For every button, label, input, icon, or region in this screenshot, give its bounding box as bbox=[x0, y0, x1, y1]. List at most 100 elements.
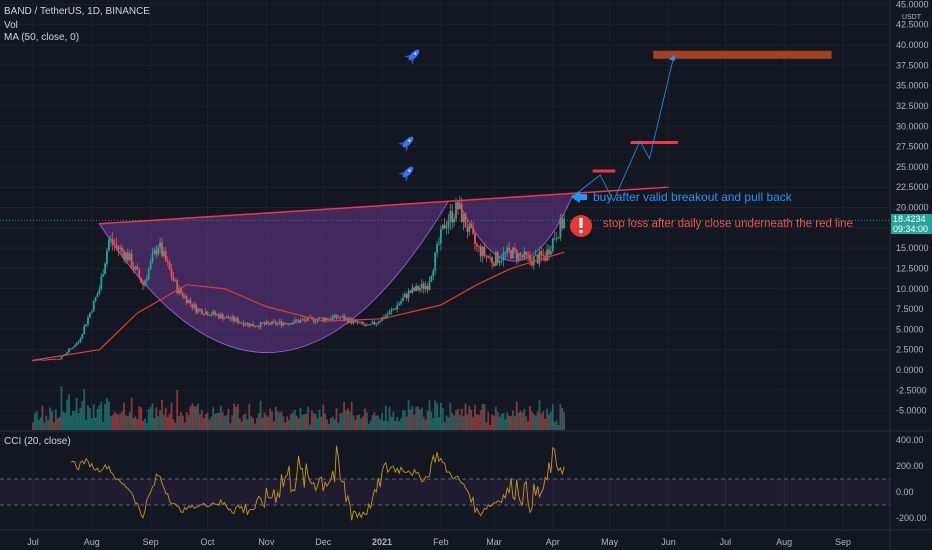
volume-bar bbox=[280, 411, 283, 430]
volume-bar bbox=[504, 419, 507, 430]
candle-body bbox=[81, 334, 84, 339]
candle-body bbox=[185, 296, 188, 304]
volume-bar bbox=[333, 419, 336, 430]
volume-bar bbox=[513, 415, 516, 430]
volume-bar bbox=[136, 419, 139, 430]
volume-bar bbox=[32, 422, 34, 430]
candle-body bbox=[388, 311, 391, 315]
candle-body bbox=[496, 252, 499, 264]
price-tick-label: 35.0000 bbox=[896, 81, 929, 91]
volume-bar bbox=[52, 422, 55, 430]
candle-body bbox=[191, 303, 194, 308]
candle-body bbox=[297, 320, 300, 323]
volume-bar bbox=[149, 407, 152, 430]
volume-bar bbox=[409, 409, 412, 430]
volume-bar bbox=[381, 413, 383, 430]
candle-body bbox=[369, 324, 372, 325]
volume-bar bbox=[58, 416, 61, 430]
candle-body bbox=[430, 276, 433, 282]
candle-body bbox=[35, 359, 38, 361]
candle-body bbox=[563, 218, 566, 229]
volume-bar bbox=[130, 397, 133, 430]
volume-bar bbox=[386, 421, 389, 430]
volume-bar bbox=[364, 408, 366, 430]
candle-body bbox=[512, 247, 514, 259]
volume-bar bbox=[273, 421, 275, 430]
cci-line bbox=[70, 445, 565, 521]
price-tick-label: 25.0000 bbox=[896, 162, 929, 172]
candle-body bbox=[324, 318, 327, 321]
volume-bar bbox=[411, 406, 414, 430]
volume-bar bbox=[121, 411, 124, 430]
candle-body bbox=[33, 360, 36, 362]
volume-bar bbox=[104, 404, 106, 430]
candle-body bbox=[155, 250, 158, 255]
candle-body bbox=[288, 323, 290, 325]
volume-bar bbox=[71, 411, 74, 430]
candle-body bbox=[432, 270, 435, 277]
volume-bar bbox=[216, 412, 218, 430]
candle-body bbox=[318, 317, 321, 320]
volume-bar bbox=[532, 414, 535, 430]
price-tick-label: 10.0000 bbox=[896, 284, 929, 294]
price-tick-label: 2.5000 bbox=[896, 345, 924, 355]
candle-body bbox=[271, 321, 273, 325]
volume-bar bbox=[449, 402, 452, 430]
volume-bar bbox=[436, 403, 438, 430]
candle-body bbox=[32, 360, 34, 362]
candle-body bbox=[458, 203, 461, 210]
volume-bar bbox=[193, 406, 196, 430]
volume-bar bbox=[263, 412, 266, 430]
volume-bar bbox=[405, 416, 408, 430]
volume-bar bbox=[413, 414, 416, 430]
candle-body bbox=[536, 254, 539, 264]
candle-body bbox=[350, 318, 353, 324]
volume-bar bbox=[278, 412, 281, 430]
ma50-line bbox=[32, 251, 565, 361]
volume-bar bbox=[510, 415, 512, 430]
volume-bar bbox=[544, 418, 547, 430]
candle-body bbox=[267, 321, 270, 324]
volume-bar bbox=[145, 422, 148, 430]
target-box bbox=[653, 50, 832, 59]
volume-bar bbox=[100, 401, 103, 430]
candle-body bbox=[532, 256, 535, 266]
candle-body bbox=[373, 321, 376, 325]
candle-body bbox=[443, 224, 446, 229]
volume-bar bbox=[320, 416, 323, 430]
volume-bar bbox=[415, 406, 418, 430]
candle-body bbox=[261, 322, 264, 324]
candle-body bbox=[549, 251, 552, 255]
candle-body bbox=[47, 359, 50, 361]
volume-bar bbox=[252, 417, 254, 430]
volume-bar bbox=[282, 416, 285, 430]
volume-bar bbox=[365, 412, 368, 430]
volume-bar bbox=[358, 414, 361, 430]
candle-body bbox=[352, 320, 355, 324]
candle-body bbox=[487, 255, 490, 258]
volume-bar bbox=[305, 413, 308, 430]
candle-body bbox=[66, 352, 69, 354]
volume-bars bbox=[32, 386, 566, 430]
candle-body bbox=[546, 249, 548, 261]
projection-path bbox=[577, 54, 675, 202]
volume-bar bbox=[377, 415, 380, 430]
volume-bar bbox=[212, 407, 215, 430]
candle-body bbox=[68, 349, 70, 353]
volume-bar bbox=[540, 413, 543, 430]
candle-body bbox=[538, 251, 541, 264]
candle-body bbox=[447, 221, 450, 228]
candle-body bbox=[354, 320, 357, 321]
candle-body bbox=[79, 338, 82, 342]
candle-body bbox=[170, 269, 173, 277]
volume-bar bbox=[189, 406, 192, 430]
rocket-icon bbox=[398, 166, 414, 182]
candle-body bbox=[483, 246, 486, 256]
time-tick-label: Sep bbox=[835, 537, 851, 547]
volume-bar bbox=[191, 403, 194, 430]
volume-bar bbox=[126, 415, 129, 430]
candle-body bbox=[43, 360, 46, 361]
price-tick-label: 30.0000 bbox=[896, 121, 929, 131]
volume-bar bbox=[310, 410, 313, 430]
